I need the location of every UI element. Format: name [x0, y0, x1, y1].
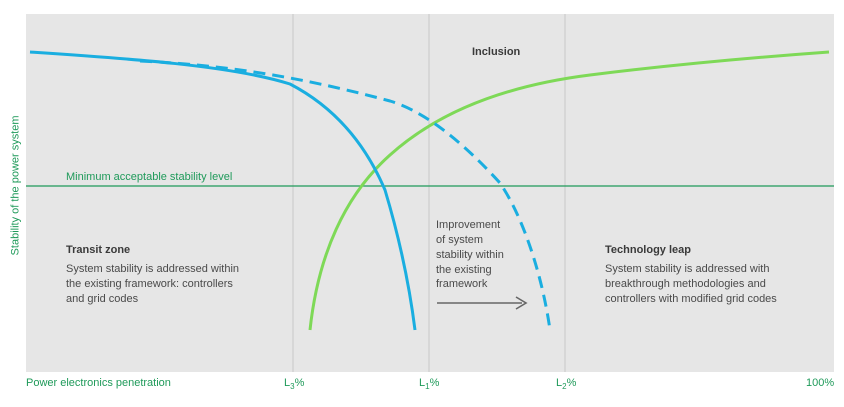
- x-tick-l2-suffix: %: [566, 377, 577, 389]
- x-tick-l2-sub: 2: [562, 382, 567, 392]
- x-tick-l3-suffix: %: [294, 377, 305, 389]
- x-tick-l1-suffix: %: [429, 377, 440, 389]
- x-tick-l1: L1%: [419, 376, 439, 393]
- inclusion-label: Inclusion: [472, 46, 521, 58]
- transit-zone-title: Transit zone: [66, 244, 131, 256]
- x-tick-l3-sub: 3: [290, 382, 295, 392]
- improvement-arrow-head: [515, 296, 528, 310]
- x-axis-label: Power electronics penetration: [26, 377, 171, 389]
- x-tick-end: 100%: [806, 377, 835, 389]
- threshold-label: Minimum acceptable stability level: [66, 171, 233, 183]
- transit-zone-line: and grid codes: [66, 292, 139, 305]
- technology-leap-text: System stability is addressed with break…: [605, 262, 777, 307]
- x-tick-l2-main: L: [556, 377, 563, 389]
- x-tick-l2: L2%: [556, 376, 576, 393]
- improvement-line: the existing: [436, 263, 492, 276]
- transit-zone-text: System stability is addressed within the…: [66, 262, 239, 307]
- transit-zone-line: System stability is addressed within: [66, 263, 240, 275]
- x-tick-l3: L3%: [284, 376, 304, 393]
- improvement-line: framework: [436, 278, 488, 291]
- x-tick-l1-sub: 1: [425, 382, 430, 392]
- x-tick-l1-main: L: [419, 377, 426, 389]
- improvement-text: Improvement of system stability within t…: [436, 218, 504, 292]
- transit-zone-line: the existing framework: controllers: [66, 277, 233, 290]
- improvement-line: Improvement: [436, 219, 501, 231]
- y-axis-label: Stability of the power system: [9, 115, 22, 256]
- existing-stability-curve: [29, 50, 417, 331]
- technology-leap-line: controllers with modified grid codes: [605, 292, 777, 305]
- technology-leap-line: breakthrough methodologies and: [605, 277, 766, 290]
- x-tick-l3-main: L: [284, 377, 291, 389]
- improvement-line: stability within: [436, 248, 504, 261]
- technology-leap-line: System stability is addressed with: [605, 263, 770, 275]
- technology-leap-title: Technology leap: [605, 244, 691, 256]
- improvement-line: of system: [436, 233, 484, 246]
- plot-background: [26, 14, 834, 372]
- inclusion-curve: [308, 50, 830, 331]
- improved-stability-curve: [139, 59, 552, 331]
